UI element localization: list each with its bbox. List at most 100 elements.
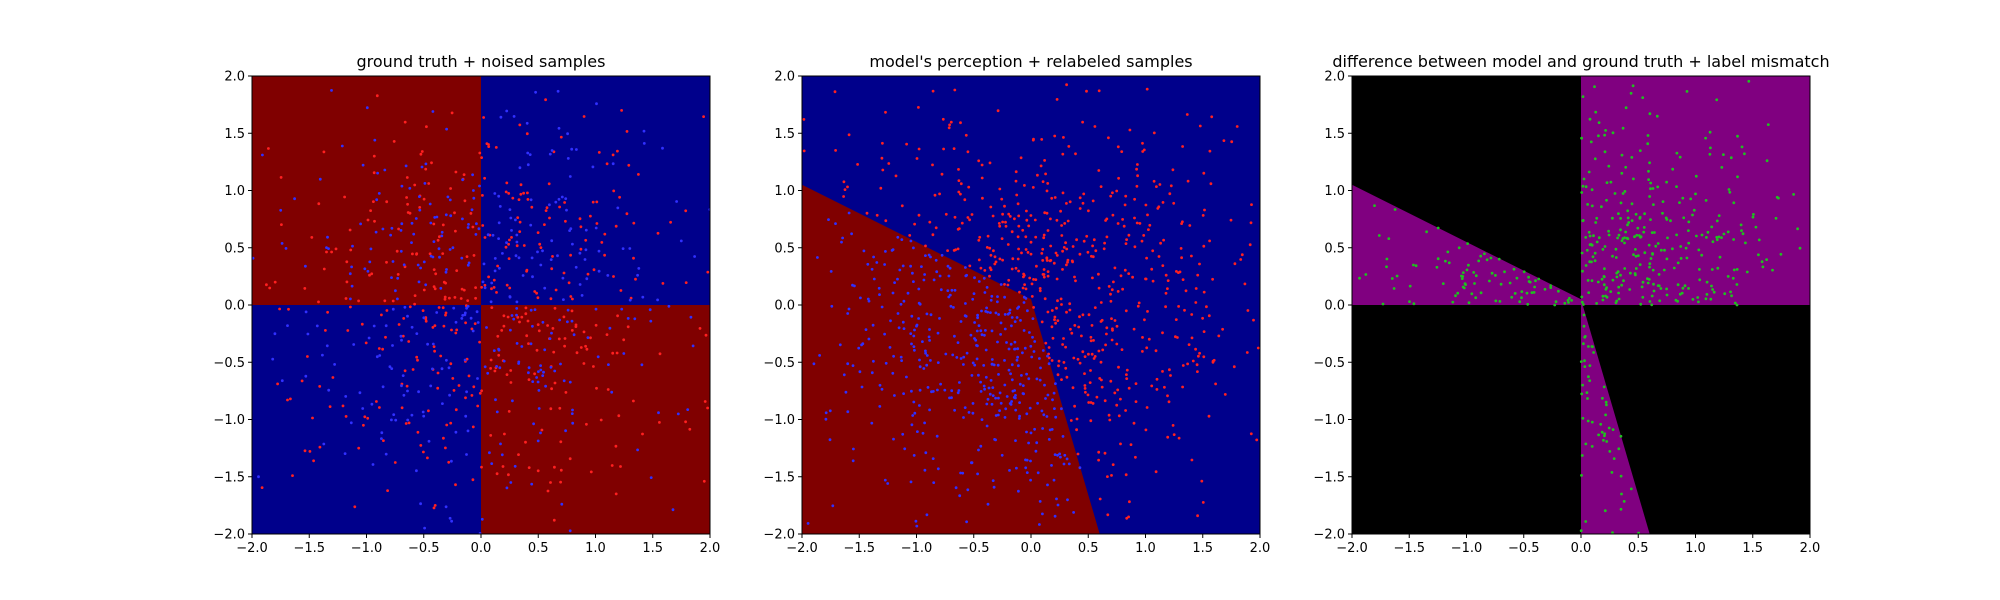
sample-point [1483, 252, 1486, 256]
sample-point [903, 447, 907, 451]
sample-point [1727, 188, 1731, 191]
sample-point [942, 147, 945, 151]
sample-point [954, 248, 957, 252]
sample-point [317, 202, 321, 206]
sample-point [1198, 351, 1201, 355]
sample-point [990, 329, 994, 333]
sample-point [1722, 232, 1726, 236]
sample-point [366, 218, 370, 222]
sample-point [1007, 368, 1011, 372]
sample-point [539, 246, 543, 250]
sample-point [472, 189, 475, 192]
sample-point [357, 299, 360, 303]
sample-point [286, 398, 289, 402]
sample-point [1150, 267, 1154, 271]
sample-point [1584, 264, 1588, 267]
sample-point [992, 363, 996, 367]
sample-point [1008, 308, 1012, 312]
sample-point [375, 355, 379, 359]
sample-point [1715, 238, 1719, 242]
sample-point [1172, 433, 1176, 436]
sample-point [1015, 193, 1019, 197]
sample-point [934, 226, 938, 230]
sample-point [463, 199, 467, 203]
sample-point [875, 261, 879, 264]
sample-point [1015, 316, 1019, 319]
sample-point [483, 365, 487, 369]
sample-point [1097, 458, 1100, 462]
sample-point [636, 273, 639, 277]
sample-point [1099, 301, 1103, 304]
sample-point [1732, 268, 1736, 272]
sample-point [658, 421, 661, 424]
sample-point [1078, 207, 1082, 210]
sample-point [1054, 321, 1057, 325]
sample-point [1025, 458, 1029, 462]
sample-point [447, 366, 451, 370]
sample-point [1654, 244, 1658, 248]
sample-point [595, 200, 599, 204]
sample-point [994, 260, 998, 264]
sample-point [1020, 251, 1023, 255]
sample-point [499, 442, 502, 446]
sample-point [357, 446, 361, 450]
sample-point [1101, 348, 1105, 352]
sample-point [482, 116, 485, 119]
sample-point [996, 109, 1000, 113]
sample-point [334, 247, 338, 251]
sample-point [1121, 287, 1124, 291]
sample-point [363, 415, 367, 419]
sample-point [1089, 369, 1092, 372]
sample-point [444, 213, 448, 217]
sample-point [1188, 224, 1192, 227]
sample-point [860, 343, 863, 347]
sample-point [449, 421, 453, 425]
sample-point [553, 381, 557, 385]
sample-point [520, 315, 524, 319]
sample-point [562, 298, 565, 301]
sample-point [1061, 249, 1064, 253]
sample-point [510, 314, 514, 317]
sample-point [407, 340, 411, 343]
sample-point [494, 398, 497, 402]
x-tick-label: −1.0 [351, 541, 383, 556]
sample-point [1166, 394, 1169, 398]
sample-point [889, 319, 892, 323]
sample-point [515, 244, 519, 248]
sample-point [1634, 273, 1637, 277]
sample-point [923, 468, 927, 472]
sample-point [1051, 398, 1054, 402]
sample-point [1029, 252, 1033, 256]
sample-point [381, 385, 385, 389]
sample-point [536, 380, 540, 384]
sample-point [511, 196, 515, 200]
region-decision [802, 184, 1100, 534]
sample-point [830, 304, 834, 308]
sample-point [1171, 424, 1175, 427]
sample-point [932, 481, 936, 484]
sample-point [1627, 221, 1631, 224]
sample-point [1642, 230, 1646, 234]
sample-point [1097, 450, 1101, 454]
sample-point [575, 351, 579, 355]
sample-point [1661, 200, 1665, 204]
sample-point [1601, 294, 1605, 298]
sample-point [384, 452, 388, 456]
sample-point [1021, 351, 1024, 355]
sample-point [524, 312, 528, 316]
sample-point [1104, 343, 1107, 347]
sample-point [1612, 457, 1616, 460]
sample-point [1055, 306, 1058, 310]
sample-point [1603, 245, 1607, 248]
sample-point [1015, 358, 1019, 362]
x-tick-label: 0.0 [1571, 541, 1592, 556]
sample-point [397, 323, 401, 326]
sample-point [912, 334, 916, 338]
sample-point [935, 434, 939, 438]
sample-point [566, 320, 569, 324]
sample-point [453, 296, 457, 299]
sample-point [1196, 514, 1199, 518]
sample-point [539, 431, 542, 435]
sample-point [1651, 268, 1655, 272]
sample-point [1122, 224, 1126, 228]
